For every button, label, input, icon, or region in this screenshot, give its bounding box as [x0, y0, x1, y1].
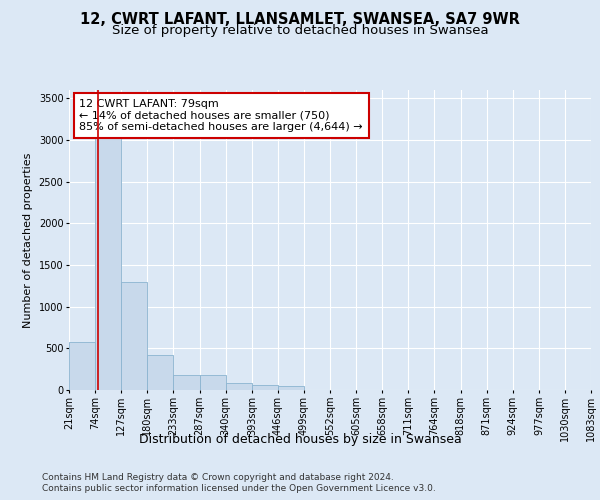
- Bar: [226, 382, 252, 390]
- Bar: [69, 342, 95, 390]
- Bar: [95, 116, 121, 390]
- Text: 12 CWRT LAFANT: 79sqm
← 14% of detached houses are smaller (750)
85% of semi-det: 12 CWRT LAFANT: 79sqm ← 14% of detached …: [79, 99, 363, 132]
- Text: Contains public sector information licensed under the Open Government Licence v3: Contains public sector information licen…: [42, 484, 436, 493]
- Bar: [252, 386, 278, 390]
- Text: Size of property relative to detached houses in Swansea: Size of property relative to detached ho…: [112, 24, 488, 37]
- Text: Contains HM Land Registry data © Crown copyright and database right 2024.: Contains HM Land Registry data © Crown c…: [42, 472, 394, 482]
- Bar: [173, 374, 200, 390]
- Text: Distribution of detached houses by size in Swansea: Distribution of detached houses by size …: [139, 432, 461, 446]
- Y-axis label: Number of detached properties: Number of detached properties: [23, 152, 33, 328]
- Bar: [147, 355, 173, 390]
- Text: 12, CWRT LAFANT, LLANSAMLET, SWANSEA, SA7 9WR: 12, CWRT LAFANT, LLANSAMLET, SWANSEA, SA…: [80, 12, 520, 28]
- Bar: [121, 282, 147, 390]
- Bar: [200, 376, 226, 390]
- Bar: [278, 386, 304, 390]
